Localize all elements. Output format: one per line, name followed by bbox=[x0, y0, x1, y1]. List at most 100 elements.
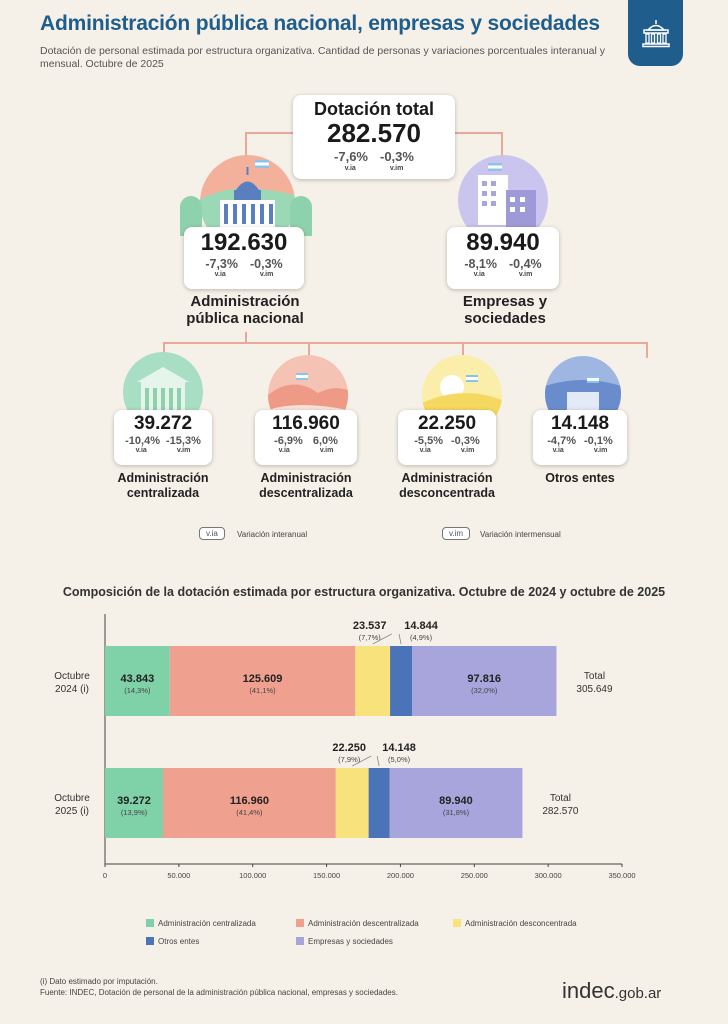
total-title: Dotación total bbox=[314, 99, 434, 119]
total-via: -7,6% bbox=[334, 149, 368, 164]
dcc-value: 22.250 bbox=[417, 413, 477, 434]
des-card: 116.960 -6,9% 6,0% v.ia v.im bbox=[255, 410, 357, 465]
label-leader bbox=[398, 633, 402, 645]
category-label: 2024 (i) bbox=[55, 684, 89, 695]
total-label: Total bbox=[550, 793, 571, 804]
bar-segment bbox=[411, 646, 557, 716]
data-label-pct: (5,0%) bbox=[388, 755, 411, 764]
dcc-vim-label: v.im bbox=[460, 447, 475, 454]
legend-swatch bbox=[146, 937, 154, 945]
bar-segment bbox=[389, 768, 523, 838]
dcc-vim: -0,3% bbox=[451, 435, 480, 447]
data-label-pct: (32,0%) bbox=[471, 686, 498, 695]
connector bbox=[455, 132, 503, 134]
total-value: 282.570 bbox=[327, 118, 421, 148]
otr-name-line1: Otros entes bbox=[545, 471, 615, 485]
connector bbox=[163, 342, 165, 354]
otr-via: -4,7% bbox=[547, 435, 576, 447]
apn-name-line1: Administración bbox=[190, 293, 300, 310]
des-name-line1: Administración bbox=[260, 471, 352, 485]
bar-segment bbox=[355, 646, 391, 716]
emp-via-label: v.ia bbox=[473, 271, 485, 278]
via-key-text: Variación interanual bbox=[237, 530, 308, 539]
otr-via-label: v.ia bbox=[552, 447, 564, 454]
bar-segment bbox=[105, 646, 170, 716]
total-value: 282.570 bbox=[542, 806, 579, 817]
total-value: 305.649 bbox=[576, 684, 613, 695]
data-label-pct: (7,7%) bbox=[359, 633, 382, 642]
des-via: -6,9% bbox=[274, 435, 303, 447]
bar-segment bbox=[390, 646, 412, 716]
legend-swatch bbox=[453, 919, 461, 927]
cen-name-line2: centralizada bbox=[126, 486, 200, 500]
label-leader bbox=[352, 755, 372, 767]
otr-card: 14.148 -4,7% -0,1% v.ia v.im bbox=[533, 410, 627, 465]
des-value: 116.960 bbox=[272, 413, 340, 434]
des-vim-label: v.im bbox=[319, 447, 334, 454]
bar-segment bbox=[335, 768, 369, 838]
bar-segment bbox=[368, 768, 390, 838]
apn-via-label: v.ia bbox=[214, 271, 226, 278]
data-label: 39.272 bbox=[117, 795, 151, 807]
apn-name: Administración pública nacional bbox=[150, 293, 340, 327]
logo-suffix: .gob.ar bbox=[614, 985, 662, 1002]
footnote: (i) Dato estimado por imputación. bbox=[40, 977, 158, 986]
legend-label: Empresas y sociedades bbox=[308, 937, 393, 946]
legend-label: Administración centralizada bbox=[158, 919, 256, 928]
x-tick-label: 50.000 bbox=[167, 871, 190, 880]
bar-segment bbox=[105, 768, 164, 838]
otr-value: 14.148 bbox=[550, 413, 610, 434]
chart-title: Composición de la dotación estimada por … bbox=[62, 585, 666, 599]
header-badge bbox=[628, 0, 683, 66]
cen-card: 39.272 -10,4% -15,3% v.ia v.im bbox=[114, 410, 212, 465]
legend-swatch bbox=[296, 937, 304, 945]
data-label-pct: (31,8%) bbox=[443, 808, 470, 817]
emp-via: -8,1% bbox=[464, 257, 497, 271]
vim-key-box: v.im bbox=[442, 527, 471, 540]
page-title: Administración pública nacional, empresa… bbox=[40, 12, 600, 35]
otr-vim: -0,1% bbox=[584, 435, 613, 447]
via-key-box: v.ia bbox=[199, 527, 225, 540]
legend-swatch bbox=[146, 919, 154, 927]
connector bbox=[308, 342, 310, 356]
cen-vim: -15,3% bbox=[166, 435, 201, 447]
apn-card: 192.630 -7,3% -0,3% v.ia v.im bbox=[184, 227, 304, 289]
connector bbox=[462, 342, 464, 356]
tree-decoration bbox=[290, 196, 312, 236]
data-label-pct: (4,9%) bbox=[410, 633, 433, 642]
otr-name: Otros entes bbox=[515, 471, 645, 486]
cen-via-label: v.ia bbox=[135, 447, 147, 454]
total-card: Dotación total 282.570 -7,6% -0,3% v.ia … bbox=[293, 95, 455, 179]
cen-name: Administración centralizada bbox=[98, 471, 228, 501]
emp-name-line1: Empresas y bbox=[462, 293, 548, 310]
page-subtitle: Dotación de personal estimada por estruc… bbox=[40, 45, 605, 70]
des-vim: 6,0% bbox=[312, 435, 338, 447]
x-tick-label: 150.000 bbox=[313, 871, 340, 880]
dcc-name-line2: desconcentrada bbox=[399, 486, 495, 500]
dcc-via-label: v.ia bbox=[419, 447, 431, 454]
bar-segment bbox=[163, 768, 336, 838]
vim-key-text: Variación intermensual bbox=[480, 530, 561, 539]
apn-value: 192.630 bbox=[200, 229, 288, 256]
x-tick-label: 100.000 bbox=[239, 871, 266, 880]
des-name-line2: descentralizada bbox=[259, 486, 353, 500]
dcc-card: 22.250 -5,5% -0,3% v.ia v.im bbox=[398, 410, 496, 465]
emp-card: 89.940 -8,1% -0,4% v.ia v.im bbox=[447, 227, 559, 289]
category-label: 2025 (i) bbox=[55, 806, 89, 817]
indec-logo: indec.gob.ar bbox=[562, 978, 661, 1004]
emp-vim-label: v.im bbox=[518, 271, 533, 278]
data-label-pct: (7,9%) bbox=[338, 755, 361, 764]
bar-segment bbox=[169, 646, 356, 716]
dcc-name-line1: Administración bbox=[401, 471, 493, 485]
emp-vim: -0,4% bbox=[509, 257, 542, 271]
cen-value: 39.272 bbox=[133, 413, 193, 434]
total-vim: -0,3% bbox=[380, 149, 414, 164]
total-vim-label: v.im bbox=[389, 165, 404, 172]
data-label: 23.537 bbox=[353, 620, 387, 632]
data-label: 116.960 bbox=[230, 795, 269, 807]
data-label-pct: (14,3%) bbox=[124, 686, 151, 695]
cen-vim-label: v.im bbox=[176, 447, 191, 454]
x-tick-label: 0 bbox=[103, 871, 107, 880]
emp-name-line2: sociedades bbox=[464, 310, 546, 327]
total-label: Total bbox=[584, 671, 605, 682]
